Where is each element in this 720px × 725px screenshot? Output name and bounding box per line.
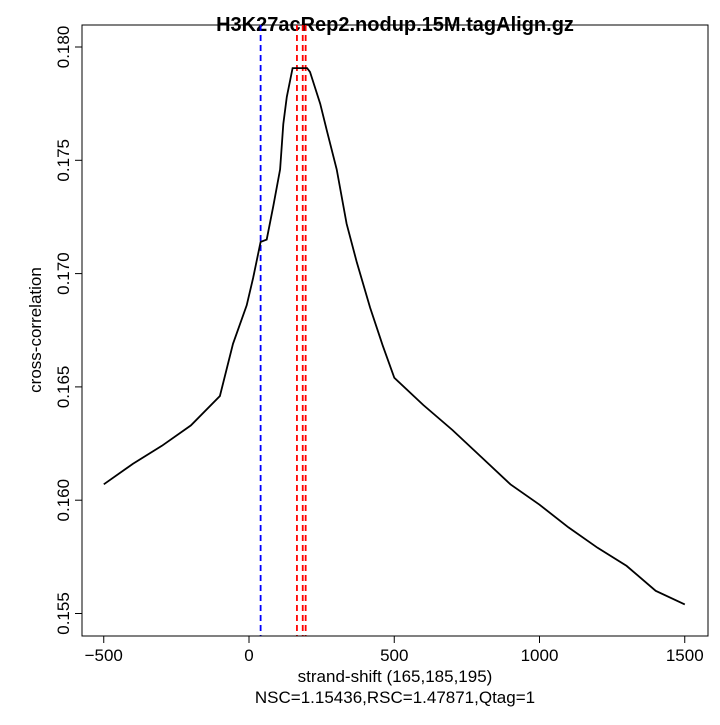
x-tick-label: 1500	[666, 646, 704, 665]
chart-subtitle: NSC=1.15436,RSC=1.47871,Qtag=1	[255, 688, 535, 707]
y-tick-label: 0.170	[54, 252, 73, 295]
y-tick-label: 0.175	[54, 139, 73, 182]
y-tick-label: 0.165	[54, 366, 73, 409]
x-tick-label: 1000	[521, 646, 559, 665]
x-tick-label: −500	[85, 646, 123, 665]
y-tick-label: 0.160	[54, 479, 73, 522]
series-line	[103, 67, 686, 606]
x-tick-label: 500	[380, 646, 408, 665]
x-tick-label: 0	[244, 646, 253, 665]
y-axis-label: cross-correlation	[26, 267, 45, 393]
y-tick-label: 0.180	[54, 26, 73, 69]
x-axis-label: strand-shift (165,185,195)	[298, 667, 493, 686]
y-tick-label: 0.155	[54, 592, 73, 635]
plot-box	[81, 24, 709, 637]
